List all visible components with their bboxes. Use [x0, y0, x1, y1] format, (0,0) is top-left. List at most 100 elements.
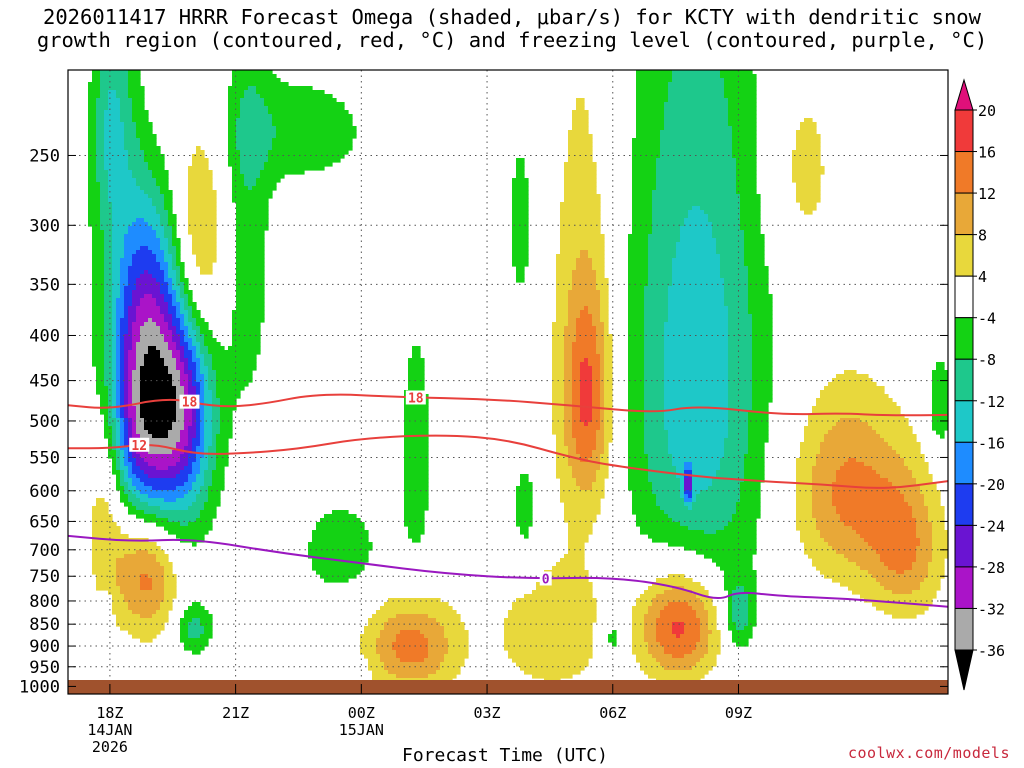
omega-cell [748, 298, 773, 303]
omega-cell [672, 630, 685, 635]
omega-cell [404, 474, 429, 479]
omega-cell [628, 462, 649, 467]
omega-cell [748, 306, 773, 311]
omega-cell [360, 638, 377, 643]
omega-cell [180, 306, 185, 311]
omega-cell [112, 470, 121, 475]
omega-cell [116, 566, 165, 571]
omega-cell [836, 510, 913, 515]
omega-cell [696, 614, 709, 619]
omega-cell [656, 658, 701, 663]
omega-cell [728, 334, 753, 339]
omega-cell [188, 206, 217, 211]
omega-cell [240, 106, 269, 111]
omega-cell [936, 366, 945, 371]
omega-cell [256, 178, 281, 183]
omega-cell [88, 138, 97, 143]
omega-cell [104, 334, 113, 339]
omega-cell [748, 302, 773, 307]
omega-cell [216, 458, 229, 463]
omega-cell [92, 358, 105, 363]
omega-cell [672, 270, 721, 275]
omega-cell [204, 362, 213, 367]
omega-cell [692, 494, 697, 499]
omega-cell [408, 366, 425, 371]
omega-cell [912, 566, 929, 571]
omega-cell [724, 94, 757, 99]
omega-cell [728, 330, 753, 335]
omega-cell [192, 618, 201, 623]
omega-cell [208, 382, 217, 387]
omega-cell [192, 410, 197, 415]
omega-cell [132, 322, 145, 327]
omega-cell [636, 522, 681, 527]
omega-cell [680, 226, 713, 231]
omega-cell [588, 250, 605, 255]
omega-cell [136, 250, 153, 255]
omega-cell [172, 422, 185, 427]
omega-cell [120, 498, 129, 503]
omega-cell [564, 374, 573, 379]
omega-cell [516, 522, 533, 527]
omega-cell [116, 570, 165, 575]
omega-cell [104, 290, 113, 295]
omega-cell [592, 414, 601, 419]
omega-cell [732, 138, 757, 143]
omega-cell [156, 206, 165, 211]
omega-cell [632, 506, 661, 511]
omega-cell [132, 634, 157, 639]
omega-cell [196, 390, 201, 395]
omega-cell [128, 278, 137, 283]
omega-cell [552, 322, 569, 327]
y-tick-label: 350 [29, 275, 60, 295]
omega-cell [180, 522, 189, 527]
omega-cell [168, 214, 177, 219]
omega-cell [628, 406, 645, 411]
omega-cell [692, 606, 705, 611]
omega-cell [172, 334, 181, 339]
omega-cell [236, 278, 265, 283]
omega-cell [556, 286, 573, 291]
omega-cell [592, 366, 601, 371]
omega-cell [128, 466, 133, 471]
omega-cell [752, 402, 769, 407]
omega-cell [816, 462, 845, 467]
omega-cell [144, 154, 165, 159]
omega-cell [104, 138, 125, 143]
omega-cell [112, 302, 117, 307]
omega-cell [216, 382, 249, 387]
omega-cell [204, 506, 217, 511]
omega-cell [268, 158, 341, 163]
omega-cell [404, 518, 425, 523]
omega-cell [128, 350, 137, 355]
omega-cell [128, 306, 137, 311]
omega-cell [152, 582, 165, 587]
omega-cell [96, 102, 109, 107]
omega-cell [700, 630, 713, 635]
omega-cell [120, 362, 125, 367]
omega-cell [576, 326, 597, 331]
omega-cell [796, 526, 817, 531]
omega-cell [112, 334, 117, 339]
omega-cell [556, 434, 565, 439]
omega-cell [88, 146, 97, 151]
omega-cell [604, 334, 613, 339]
omega-cell [124, 242, 161, 247]
credit-link[interactable]: coolwx.com/models [847, 744, 1010, 762]
omega-cell [192, 314, 201, 319]
omega-cell [228, 102, 241, 107]
omega-cell [576, 102, 585, 107]
omega-cell [580, 390, 593, 395]
omega-cell [644, 370, 665, 375]
omega-cell [516, 278, 525, 283]
omega-cell [576, 478, 597, 483]
omega-cell [724, 86, 757, 91]
omega-cell [96, 98, 109, 103]
omega-cell [664, 418, 729, 423]
omega-cell [108, 182, 137, 187]
omega-cell [208, 454, 217, 459]
omega-cell [124, 418, 129, 423]
colorbar-swatch [954, 234, 974, 277]
omega-cell [564, 178, 597, 183]
